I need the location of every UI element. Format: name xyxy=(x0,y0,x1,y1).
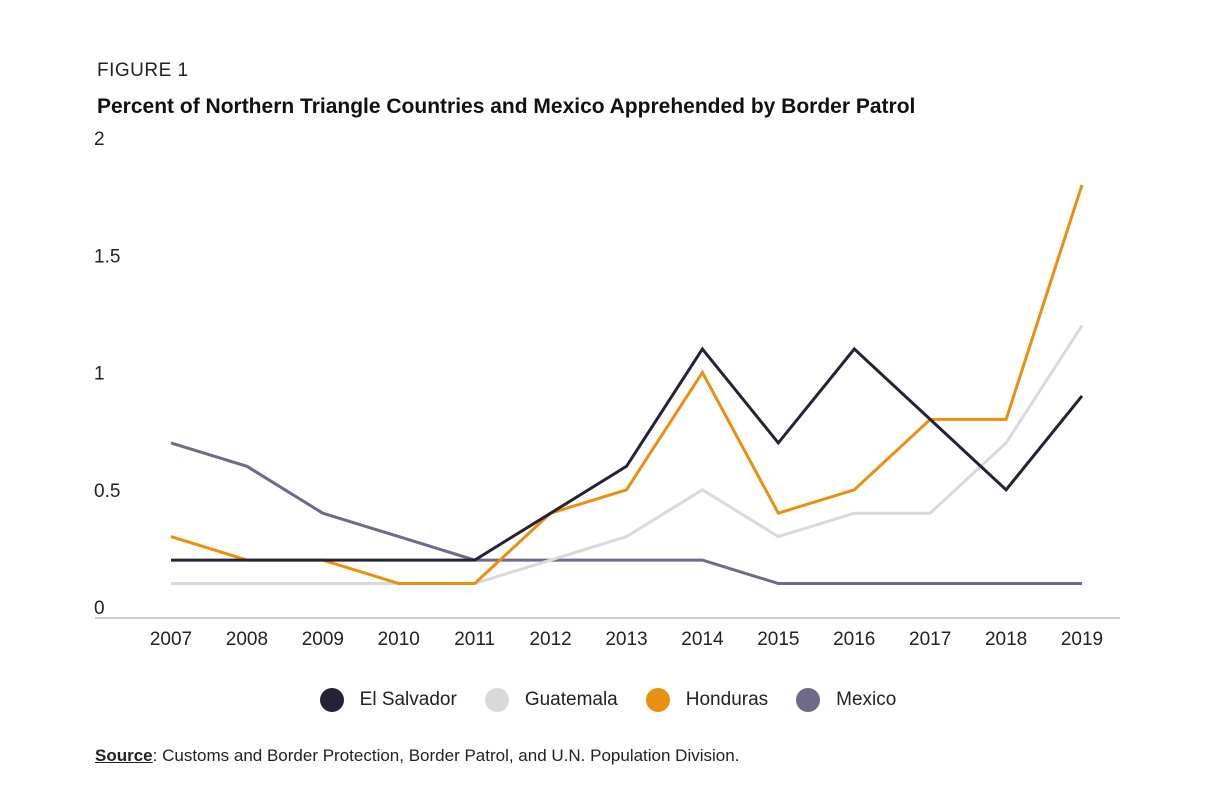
source-label: Source xyxy=(95,746,153,765)
y-tick-label: 2 xyxy=(94,129,105,150)
legend: El Salvador Guatemala Honduras Mexico xyxy=(0,688,1216,712)
y-axis-ticks: 0 0.5 1 1.5 2 xyxy=(94,129,120,619)
x-tick-label: 2014 xyxy=(681,629,724,650)
series-line-guatemala xyxy=(171,324,1084,585)
x-tick-label: 2018 xyxy=(985,629,1027,650)
series-line-honduras xyxy=(170,184,1084,585)
series-lines xyxy=(170,184,1084,585)
x-tick-label: 2007 xyxy=(150,629,192,650)
legend-label: Mexico xyxy=(836,689,897,710)
x-tick-label: 2008 xyxy=(226,629,268,650)
source-note: Source: Customs and Border Protection, B… xyxy=(95,746,739,766)
x-tick-label: 2011 xyxy=(454,629,495,650)
legend-label: Honduras xyxy=(685,689,769,710)
x-tick-label: 2017 xyxy=(909,629,951,650)
legend-item: Honduras xyxy=(645,688,769,712)
legend-label: El Salvador xyxy=(359,689,457,710)
y-tick-label: 1 xyxy=(94,364,105,385)
x-tick-label: 2016 xyxy=(833,629,875,650)
legend-item: Mexico xyxy=(796,688,896,712)
legend-swatch-icon xyxy=(645,688,670,712)
legend-item: El Salvador xyxy=(319,688,457,712)
series-line-el-salvador xyxy=(171,346,1084,562)
legend-swatch-icon xyxy=(319,688,344,712)
y-tick-label: 0.5 xyxy=(94,481,120,502)
figure-label: FIGURE 1 xyxy=(97,60,189,81)
x-tick-label: 2010 xyxy=(378,629,420,650)
series-line-mexico xyxy=(170,441,1082,585)
y-tick-label: 0 xyxy=(94,598,105,619)
x-tick-label: 2015 xyxy=(757,629,799,650)
line-chart: 00.511.52 2007 2008 2009 2010 2011 2012 2013 20… xyxy=(94,129,1120,650)
legend-label: Guatemala xyxy=(524,689,618,710)
x-tick-label: 2009 xyxy=(302,629,344,650)
legend-swatch-icon xyxy=(484,688,509,712)
legend-swatch-icon xyxy=(796,688,821,712)
legend-item: Guatemala xyxy=(484,688,618,712)
x-axis-ticks: 2007 2008 2009 2010 2011 2012 2013 2014 2015 2016… xyxy=(150,629,1103,650)
x-tick-label: 2012 xyxy=(529,629,571,650)
chart-title: Percent of Northern Triangle Countries a… xyxy=(97,95,916,118)
x-tick-label: 2019 xyxy=(1061,629,1103,650)
source-text: : Customs and Border Protection, Border … xyxy=(152,746,740,765)
y-tick-label: 1.5 xyxy=(94,246,120,267)
x-tick-label: 2013 xyxy=(605,629,647,650)
